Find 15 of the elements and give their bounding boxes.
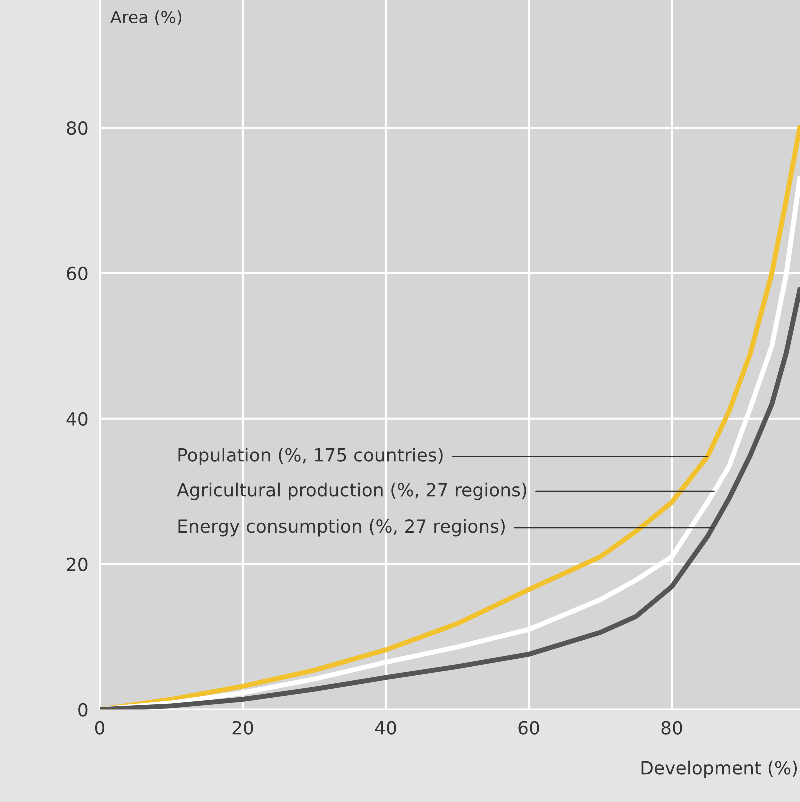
- annotation: Energy consumption (%, 27 regions): [178, 519, 505, 537]
- annotation: Population (%, 175 countries): [178, 448, 443, 466]
- y-tick-label: 60: [67, 266, 88, 281]
- x-tick-label: 0: [95, 721, 105, 735]
- x-tick-label: 80: [662, 721, 682, 735]
- y-tick-label: 80: [67, 121, 88, 136]
- y-axis-title: Area (%): [110, 10, 182, 26]
- y-tick-label: 0: [78, 703, 88, 717]
- annotation: Agricultural production (%, 27 regions): [177, 482, 526, 500]
- y-tick-label: 40: [66, 412, 88, 426]
- x-tick-label: 20: [232, 721, 254, 735]
- y-tick-label: 20: [67, 558, 88, 572]
- x-tick-label: 60: [518, 721, 540, 735]
- x-tick-label: 40: [375, 721, 396, 735]
- x-axis-title: Development (%): [642, 760, 798, 778]
